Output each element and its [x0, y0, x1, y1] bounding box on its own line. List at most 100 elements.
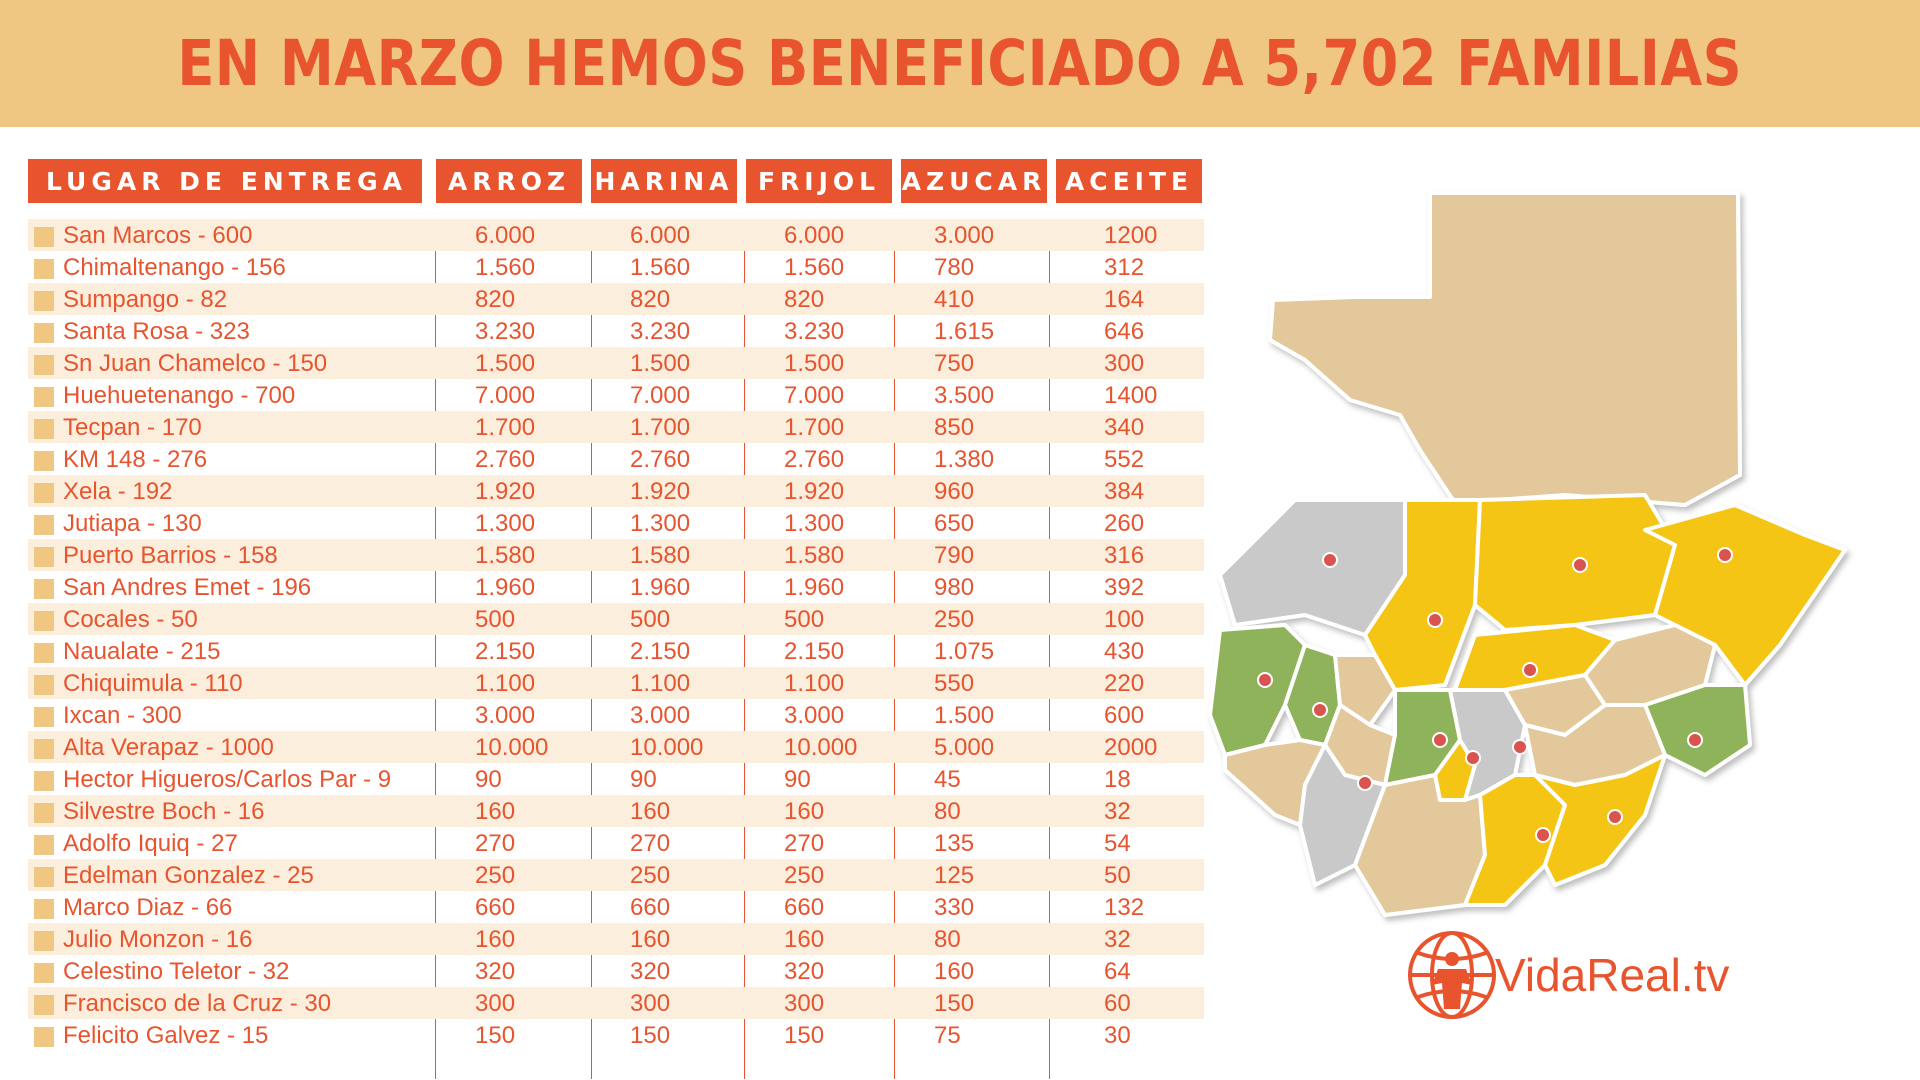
- cell-harina: 150: [630, 1022, 671, 1049]
- cell-arroz: 1.500: [475, 350, 536, 377]
- cell-aceite: 220: [1104, 670, 1145, 697]
- cell-frijol: 1.580: [784, 542, 845, 569]
- row-bullet-icon: [34, 483, 54, 503]
- cell-aceite: 600: [1104, 702, 1145, 729]
- cell-aceite: 384: [1104, 478, 1145, 505]
- table-row: Sumpango - 82 820 820 820 410 164: [28, 283, 1204, 315]
- cell-arroz: 90: [475, 766, 502, 793]
- cell-azucar: 980: [934, 574, 975, 601]
- cell-arroz: 1.560: [475, 254, 536, 281]
- cell-place: Huehuetenango - 700: [63, 382, 296, 409]
- column-divider: [894, 219, 895, 1079]
- cell-arroz: 2.150: [475, 638, 536, 665]
- location-markers: [1257, 547, 1733, 843]
- cell-harina: 250: [630, 862, 671, 889]
- cell-harina: 160: [630, 926, 671, 953]
- table-row: Alta Verapaz - 1000 10.000 10.000 10.000 5.0…: [28, 731, 1204, 763]
- cell-azucar: 80: [934, 798, 961, 825]
- header-aceite: ACEITE: [1056, 159, 1202, 203]
- cell-place: Francisco de la Cruz - 30: [63, 990, 332, 1017]
- table-row: Chimaltenango - 156 1.560 1.560 1.560 780 312: [28, 251, 1204, 283]
- column-divider: [1049, 219, 1050, 1079]
- row-bullet-icon: [34, 931, 54, 951]
- row-bullet-icon: [34, 803, 54, 823]
- table-row: Celestino Teletor - 32 320 320 320 160 64: [28, 955, 1204, 987]
- cell-arroz: 660: [475, 894, 516, 921]
- guatemala-map: [1208, 191, 1847, 917]
- cell-arroz: 250: [475, 862, 516, 889]
- cell-place: Santa Rosa - 323: [63, 318, 250, 345]
- cell-frijol: 500: [784, 606, 825, 633]
- cell-frijol: 6.000: [784, 222, 845, 249]
- cell-azucar: 3.500: [934, 382, 995, 409]
- cell-frijol: 10.000: [784, 734, 858, 761]
- cell-place: Cocales - 50: [63, 606, 198, 633]
- cell-arroz: 1.300: [475, 510, 536, 537]
- cell-aceite: 300: [1104, 350, 1145, 377]
- row-bullet-icon: [34, 419, 54, 439]
- location-marker: [1512, 739, 1528, 755]
- cell-aceite: 312: [1104, 254, 1145, 281]
- cell-frijol: 1.500: [784, 350, 845, 377]
- cell-frijol: 2.760: [784, 446, 845, 473]
- cell-harina: 1.500: [630, 350, 691, 377]
- row-bullet-icon: [34, 227, 54, 247]
- cell-frijol: 3.230: [784, 318, 845, 345]
- cell-azucar: 1.615: [934, 318, 995, 345]
- header-arroz: ARROZ: [436, 159, 582, 203]
- cell-azucar: 80: [934, 926, 961, 953]
- column-divider: [591, 219, 592, 1079]
- cell-arroz: 3.230: [475, 318, 536, 345]
- cell-aceite: 132: [1104, 894, 1145, 921]
- cell-harina: 2.150: [630, 638, 691, 665]
- location-marker: [1427, 612, 1443, 628]
- cell-place: Alta Verapaz - 1000: [63, 734, 274, 761]
- region-san-marcos: [1208, 623, 1307, 757]
- cell-azucar: 125: [934, 862, 975, 889]
- location-marker: [1312, 702, 1328, 718]
- cell-frijol: 1.560: [784, 254, 845, 281]
- row-bullet-icon: [34, 259, 54, 279]
- cell-azucar: 135: [934, 830, 975, 857]
- cell-harina: 2.760: [630, 446, 691, 473]
- cell-azucar: 550: [934, 670, 975, 697]
- cell-frijol: 160: [784, 926, 825, 953]
- cell-place: Chiquimula - 110: [63, 670, 243, 697]
- cell-place: Celestino Teletor - 32: [63, 958, 290, 985]
- cell-aceite: 32: [1104, 798, 1131, 825]
- cell-aceite: 100: [1104, 606, 1145, 633]
- table-row: Chiquimula - 110 1.100 1.100 1.100 550 220: [28, 667, 1204, 699]
- cell-place: Felicito Galvez - 15: [63, 1022, 269, 1049]
- cell-azucar: 5.000: [934, 734, 995, 761]
- cell-aceite: 340: [1104, 414, 1145, 441]
- row-bullet-icon: [34, 835, 54, 855]
- row-bullet-icon: [34, 387, 54, 407]
- cell-harina: 3.230: [630, 318, 691, 345]
- cell-harina: 300: [630, 990, 671, 1017]
- cell-harina: 1.960: [630, 574, 691, 601]
- row-bullet-icon: [34, 771, 54, 791]
- cell-azucar: 160: [934, 958, 975, 985]
- table-row: Felicito Galvez - 15 150 150 150 75 30: [28, 1019, 1204, 1051]
- cell-aceite: 1200: [1104, 222, 1158, 249]
- location-marker: [1687, 732, 1703, 748]
- cell-azucar: 45: [934, 766, 961, 793]
- location-marker: [1607, 809, 1623, 825]
- cell-azucar: 3.000: [934, 222, 995, 249]
- cell-arroz: 7.000: [475, 382, 536, 409]
- cell-aceite: 552: [1104, 446, 1145, 473]
- region-peten: [1268, 191, 1742, 507]
- cell-place: Chimaltenango - 156: [63, 254, 286, 281]
- cell-arroz: 500: [475, 606, 516, 633]
- row-bullet-icon: [34, 355, 54, 375]
- cell-harina: 1.700: [630, 414, 691, 441]
- cell-frijol: 7.000: [784, 382, 845, 409]
- location-marker: [1535, 827, 1551, 843]
- cell-frijol: 3.000: [784, 702, 845, 729]
- cell-azucar: 650: [934, 510, 975, 537]
- header-frijol: FRIJOL: [746, 159, 892, 203]
- table-row: Puerto Barrios - 158 1.580 1.580 1.580 790 31…: [28, 539, 1204, 571]
- cell-aceite: 64: [1104, 958, 1131, 985]
- cell-place: Tecpan - 170: [63, 414, 202, 441]
- cell-arroz: 6.000: [475, 222, 536, 249]
